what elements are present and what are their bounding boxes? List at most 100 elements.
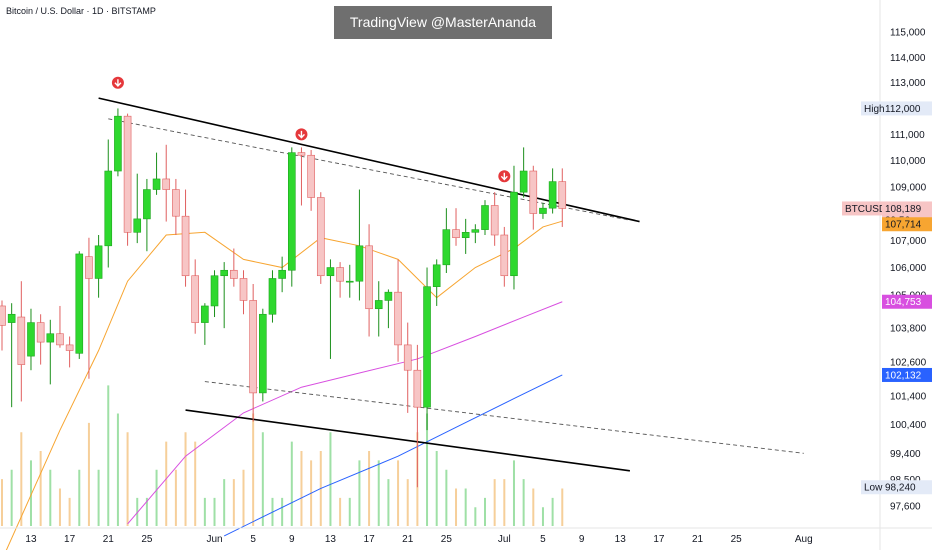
price-tick-label-8: 107,000	[890, 236, 927, 247]
volume-bar-35	[339, 497, 342, 526]
candle-43	[413, 344, 422, 488]
candle-24	[230, 248, 238, 287]
down-arrow-marker-1	[295, 128, 308, 141]
time-tick-label-11: Jul	[498, 534, 511, 545]
candle-10	[94, 235, 103, 298]
ma-mid-price-label: 104,753	[882, 294, 932, 309]
candle-body	[239, 278, 248, 301]
candle-0	[0, 300, 6, 351]
moving-average-line-1	[127, 301, 563, 525]
dashed-trendline-2	[204, 381, 804, 454]
time-tick-label-17: 25	[731, 534, 743, 545]
candle-42	[403, 322, 412, 413]
volume-bar-6	[58, 488, 61, 526]
candle-3	[27, 308, 35, 371]
time-tick-label-6: 9	[289, 534, 295, 545]
time-tick-label-7: 13	[325, 534, 337, 545]
volume-bar-54	[522, 479, 525, 526]
volume-bar-52	[503, 479, 506, 526]
candle-44	[423, 267, 431, 431]
ma-long-price-label: 102,132	[882, 367, 932, 382]
badge-bg	[882, 294, 932, 309]
candle-body	[471, 229, 480, 233]
badge-value: 98,240	[885, 483, 916, 494]
trendline-3	[185, 409, 631, 472]
candle-body	[27, 322, 35, 357]
candle-body	[336, 267, 344, 282]
candle-body	[152, 178, 161, 190]
volume-bar-41	[397, 460, 400, 526]
candle-31	[297, 147, 306, 206]
volume-bar-56	[541, 507, 544, 526]
volume-bar-30	[290, 441, 293, 526]
candle-11	[104, 139, 113, 268]
down-arrow-marker-0	[111, 76, 124, 89]
candle-49	[471, 224, 480, 244]
volume-bar-40	[387, 479, 390, 526]
volume-bar-1	[10, 469, 13, 526]
volume-bar-29	[281, 497, 284, 526]
volume-bar-23	[223, 479, 226, 526]
volume-bar-5	[49, 469, 52, 526]
candle-body	[548, 181, 557, 209]
watermark-banner: TradingView @MasterAnanda	[334, 6, 552, 39]
price-tick-label-12: 102,600	[890, 357, 927, 368]
candle-body	[510, 191, 518, 277]
candle-29	[278, 256, 286, 293]
candle-40	[384, 289, 393, 329]
volume-bar-55	[532, 488, 535, 526]
badge-label-bg	[861, 101, 882, 116]
candle-33	[316, 192, 325, 284]
time-tick-label-3: 25	[141, 534, 153, 545]
time-tick-label-4: Jun	[206, 534, 222, 545]
candle-body	[481, 205, 489, 230]
candle-body	[210, 275, 219, 307]
candle-body	[384, 291, 393, 301]
candle-56	[539, 202, 547, 219]
candle-27	[259, 308, 267, 402]
volume-bar-2	[20, 432, 23, 526]
badge-label: BTCUSD	[845, 204, 886, 215]
volume-bar-3	[29, 460, 32, 526]
candle-23	[220, 262, 228, 329]
price-tick-label-13: 101,400	[890, 391, 927, 402]
ma-short-price-label: 107,714	[882, 217, 932, 232]
candle-body	[326, 267, 335, 277]
candle-20	[191, 259, 199, 334]
volume-bar-25	[242, 469, 245, 526]
moving-average-line-2	[223, 374, 563, 537]
candle-body	[46, 333, 55, 343]
badge-value: 112,000	[885, 104, 921, 115]
volume-bar-22	[213, 497, 216, 526]
symbol-header: Bitcoin / U.S. Dollar · 1D · BITSTAMP	[6, 6, 156, 16]
volume-bar-48	[464, 488, 467, 526]
volume-bar-44	[426, 413, 429, 526]
badge-value: 102,132	[885, 370, 922, 381]
candle-body	[94, 245, 103, 279]
volume-bar-9	[87, 422, 90, 526]
candle-body	[500, 234, 509, 277]
candle-57	[548, 168, 557, 214]
candle-body	[539, 207, 547, 214]
candle-32	[307, 150, 315, 211]
candle-body	[432, 264, 441, 287]
down-arrow-icon	[114, 79, 122, 87]
candle-5	[46, 319, 55, 385]
candle-body	[423, 286, 431, 408]
candle-body	[181, 215, 190, 277]
volume-bar-15	[145, 497, 148, 526]
candle-17	[162, 144, 171, 222]
candle-body	[442, 229, 451, 266]
candle-28	[268, 270, 277, 323]
candle-15	[143, 178, 151, 252]
candle-body	[307, 154, 315, 198]
badge-label: High	[864, 104, 885, 115]
volume-bar-36	[348, 497, 351, 526]
badge-bg	[882, 480, 932, 495]
candle-body	[162, 178, 171, 190]
candle-body	[143, 189, 151, 220]
volume-bar-16	[155, 469, 158, 526]
candle-34	[326, 259, 335, 359]
